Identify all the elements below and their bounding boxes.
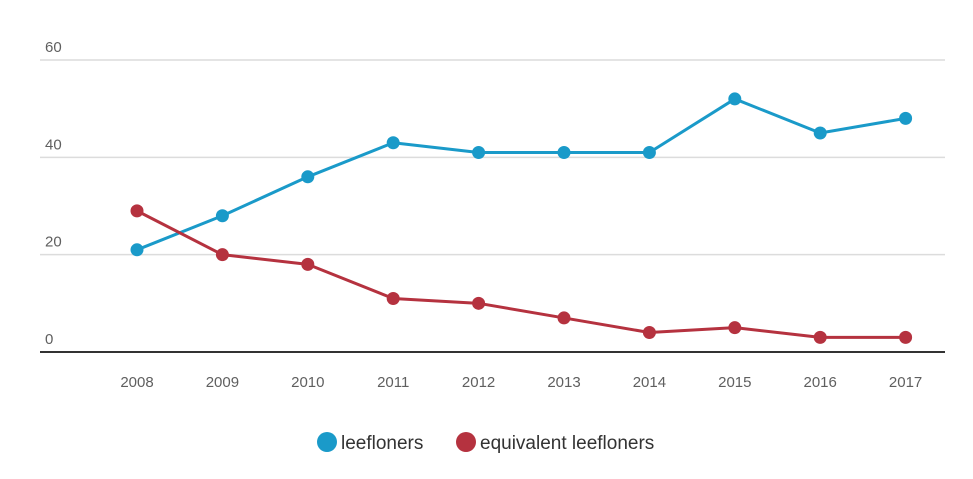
- legend: leefloners equivalent leefloners: [317, 432, 654, 454]
- data-point: [130, 204, 144, 218]
- x-tick-label: 2013: [547, 374, 580, 391]
- y-tick-label: 20: [45, 234, 62, 251]
- data-point: [472, 145, 486, 159]
- data-point: [557, 145, 571, 159]
- legend-item: equivalent leefloners: [456, 432, 654, 454]
- legend-label: leefloners: [341, 433, 423, 454]
- data-point: [301, 257, 315, 271]
- x-tick-label: 2017: [889, 374, 922, 391]
- data-point: [899, 111, 913, 125]
- x-tick-label: 2014: [633, 374, 666, 391]
- x-tick-label: 2016: [804, 374, 837, 391]
- data-point: [472, 296, 486, 310]
- x-tick-label: 2009: [206, 374, 239, 391]
- legend-swatch: [456, 432, 476, 452]
- y-tick-label: 40: [45, 136, 62, 153]
- legend-item: leefloners: [317, 432, 423, 454]
- data-point: [813, 126, 827, 140]
- series-group: [130, 92, 913, 344]
- data-point: [557, 311, 571, 325]
- x-axis: 2008 2009 2010 2011 2012 2013 2014 2015 2016 2017: [40, 351, 945, 391]
- x-tick-label: 2015: [718, 374, 751, 391]
- series-line: [135, 97, 908, 252]
- gridlines: [40, 59, 945, 256]
- data-point: [215, 209, 229, 223]
- data-point: [130, 243, 144, 257]
- data-point: [215, 248, 229, 262]
- data-point: [728, 92, 742, 106]
- legend-label: equivalent leefloners: [480, 433, 654, 454]
- y-tick-label: 0: [45, 331, 53, 348]
- series-line: [135, 209, 908, 339]
- x-tick-label: 2010: [291, 374, 324, 391]
- data-point: [642, 145, 656, 159]
- data-point: [899, 330, 913, 344]
- series-1: [130, 204, 913, 344]
- data-point: [728, 321, 742, 335]
- series-0: [130, 92, 913, 257]
- x-tick-label: 2011: [377, 374, 409, 391]
- x-tick-label: 2008: [120, 374, 153, 391]
- data-point: [813, 330, 827, 344]
- legend-swatch: [317, 432, 337, 452]
- data-point: [642, 326, 656, 340]
- data-point: [386, 291, 400, 305]
- y-tick-label: 60: [45, 39, 62, 56]
- y-axis: 0 20 40 60: [45, 39, 62, 348]
- data-point: [386, 136, 400, 150]
- data-point: [301, 170, 315, 184]
- x-tick-label: 2012: [462, 374, 495, 391]
